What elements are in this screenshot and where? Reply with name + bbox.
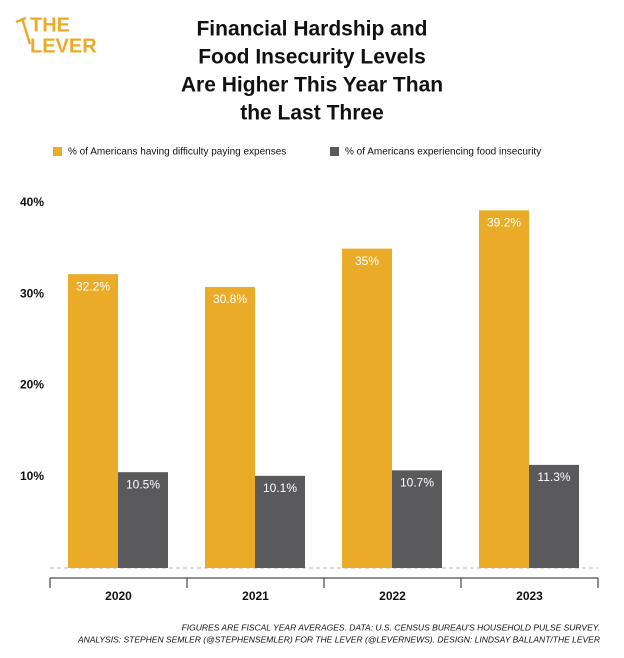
- x-tick-label: 2023: [516, 589, 543, 603]
- logo-icon: [15, 16, 32, 45]
- chart-title: Food Insecurity Levels: [198, 46, 426, 69]
- note: FIGURES ARE FISCAL YEAR AVERAGES. DATA: …: [182, 622, 600, 632]
- legend-swatch: [53, 147, 62, 156]
- chart-title: Financial Hardship and: [196, 18, 427, 41]
- value-label: 10.5%: [126, 477, 160, 491]
- bar: [529, 464, 579, 568]
- value-label: 30.8%: [213, 292, 247, 306]
- y-tick-label: 10%: [20, 469, 44, 483]
- value-label: 32.2%: [76, 279, 110, 293]
- legend-swatch: [330, 147, 339, 156]
- bar: [205, 286, 255, 568]
- note: ANALYSIS: STEPHEN SEMLER (@STEPHENSEMLER…: [77, 634, 600, 644]
- value-label: 10.7%: [400, 476, 434, 490]
- x-tick-label: 2022: [379, 589, 406, 603]
- x-tick-label: 2020: [105, 589, 132, 603]
- value-label: 11.3%: [537, 470, 570, 484]
- legend-label: % of Americans experiencing food insecur…: [345, 147, 541, 158]
- y-tick-label: 30%: [20, 286, 44, 300]
- bar: [479, 210, 529, 569]
- chart-title: the Last Three: [240, 102, 384, 125]
- y-tick-label: 20%: [20, 378, 44, 392]
- legend-label: % of Americans having difficulty paying …: [68, 147, 286, 158]
- chart-title: Are Higher This Year Than: [181, 74, 443, 97]
- y-tick-label: 40%: [20, 195, 44, 209]
- bar: [392, 470, 442, 568]
- logo-text: THE: [30, 14, 70, 36]
- bar: [255, 475, 305, 568]
- bar: [68, 274, 118, 568]
- logo-text: LEVER: [30, 35, 97, 57]
- bar: [118, 472, 168, 568]
- value-label: 10.1%: [263, 481, 297, 495]
- bar: [342, 248, 392, 568]
- value-label: 39.2%: [487, 215, 521, 229]
- value-label: 35%: [355, 254, 379, 268]
- x-tick-label: 2021: [242, 589, 269, 603]
